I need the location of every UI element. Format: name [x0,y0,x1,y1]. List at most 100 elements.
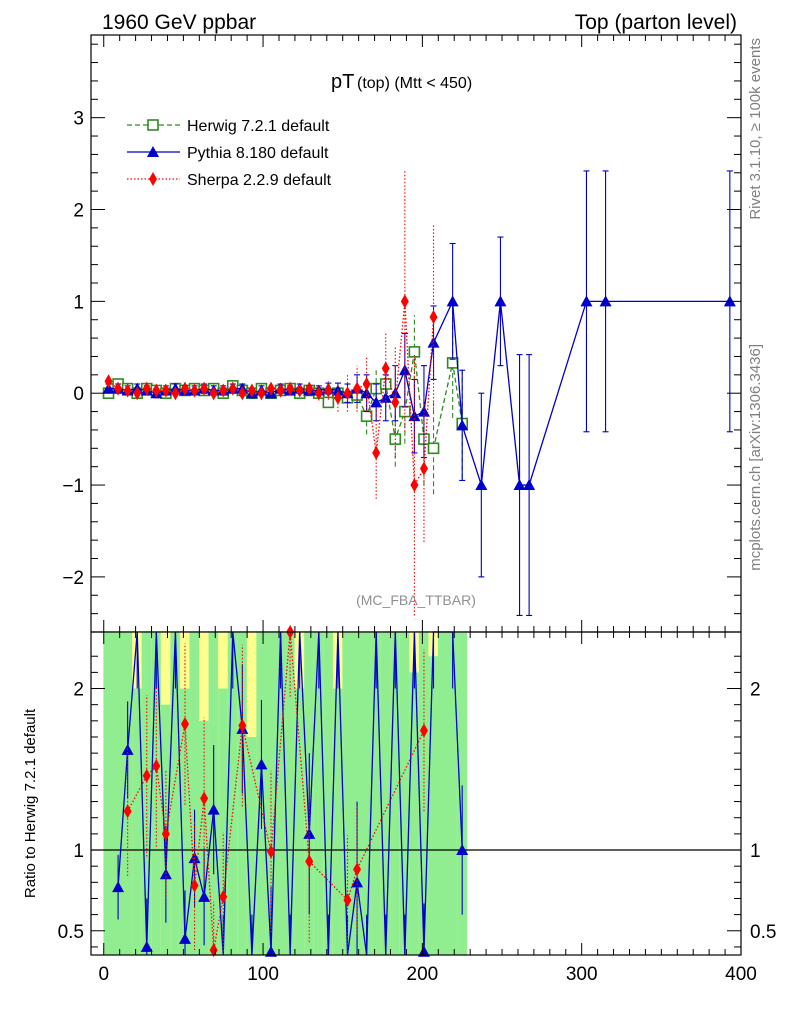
sherpa-point [104,374,113,389]
pythia-point [112,881,125,893]
sherpa-point [152,759,161,774]
pythia-point [265,945,278,957]
sherpa-point [238,718,247,733]
herwig-line [108,351,463,450]
sherpa-point [123,383,132,398]
pythia-point [178,932,191,944]
uncertainty-band-green [189,632,200,955]
herwig-point [427,442,440,455]
uncertainty-band-green [141,632,152,955]
y-tick-label: 1 [73,292,84,313]
x-tick-label: 200 [407,964,439,985]
main-panel: −2 −1 0 1 2 3 pT (top) (Mtt < 450) (MC_FBA_TT… [62,34,742,633]
sherpa-point [114,381,123,396]
y-tick-label-right: 1 [750,841,761,862]
pythia-point [456,419,469,431]
pythia-point [351,876,364,888]
x-tick-label: 300 [566,964,598,985]
pythia-point [580,295,593,307]
uncertainty-band-green [294,688,305,955]
sherpa-point [200,381,209,396]
x-tick-label: 0 [98,964,109,985]
sherpa-point [381,361,390,376]
uncertainty-band-green [112,632,124,955]
sherpa-point [353,381,362,396]
sherpa-series [104,170,438,616]
uncertainty-band-green [199,720,210,955]
sherpa-point [142,768,151,783]
pythia-point [198,890,211,902]
uncertainty-band-green [246,736,258,955]
pythia-point [389,387,402,399]
ratio-plot-frame [90,631,742,956]
uncertainty-band-green [399,632,410,955]
uncertainty-band-green [437,632,449,955]
sherpa-point [142,381,151,396]
uncertainty-band-green [179,688,191,955]
pythia-point [456,844,469,856]
sherpa-point [180,717,189,732]
x-tick-label: 400 [725,964,757,985]
pythia-point [370,396,383,408]
sherpa-point [276,383,285,398]
uncertainty-band-green [428,656,439,955]
y-tick-label: 1 [73,841,84,862]
uncertainty-band-green [447,632,458,955]
y-tick-label: 3 [73,109,84,130]
ratio-axis-label: Ratio to Herwig 7.2.1 default [22,708,39,898]
sherpa-point [228,381,237,396]
sherpa-point [343,893,352,908]
plot-title: pT [331,71,354,93]
uncertainty-band-green [361,632,372,955]
uncertainty-band-green [332,688,344,955]
sherpa-point [429,309,438,324]
y-tick-label: 0 [73,384,84,405]
sherpa-point [200,791,209,806]
y-tick-label: 2 [73,201,84,222]
legend-label-sherpa: Sherpa 2.2.9 default [187,172,332,189]
uncertainty-band-green [132,688,143,955]
analysis-tag: (MC_FBA_TTBAR) [356,592,476,608]
sherpa-point [305,854,314,869]
uncertainty-band-green [275,632,286,955]
energy-label: 1960 GeV ppbar [102,11,256,34]
uncertainty-band-green [323,632,334,955]
sherpa-point [219,889,228,904]
sherpa-point [267,844,276,859]
sherpa-point [410,478,419,493]
sherpa-point [123,804,132,819]
sherpa-point [238,386,247,401]
uncertainty-band-green [103,632,114,955]
x-tick-label: 100 [247,964,279,985]
pythia-point [599,295,612,307]
sherpa-point [190,878,199,893]
sherpa-point [149,172,157,186]
sherpa-point [353,862,362,877]
sherpa-point [419,723,428,738]
sherpa-point [247,383,256,398]
sherpa-point [180,381,189,396]
rivet-version-label: Rivet 3.1.10, ≥ 100k events [747,38,764,220]
source-label: mcplots.cern.ch [arXiv:1306.3436] [747,344,764,571]
sherpa-point [343,386,352,401]
sherpa-point [190,383,199,398]
pythia-ratio-line [117,631,463,956]
y-tick-label: −2 [62,568,84,589]
sherpa-point [391,395,400,410]
pythia-point [207,803,220,815]
sherpa-point [286,381,295,396]
sherpa-point [362,377,371,392]
sherpa-point [161,383,170,398]
pythia-point [475,479,488,491]
uncertainty-band-green [218,688,229,955]
uncertainty-band-green [227,632,238,955]
y-tick-label: −1 [62,476,84,497]
herwig-point [399,405,411,418]
sherpa-ratio-line [127,631,425,951]
uncertainty-band-green [265,632,277,955]
y-tick-label-right: 2 [750,680,761,701]
uncertainty-band-green [409,672,420,955]
sherpa-point [314,386,323,401]
uncertainty-band-green [170,632,181,955]
